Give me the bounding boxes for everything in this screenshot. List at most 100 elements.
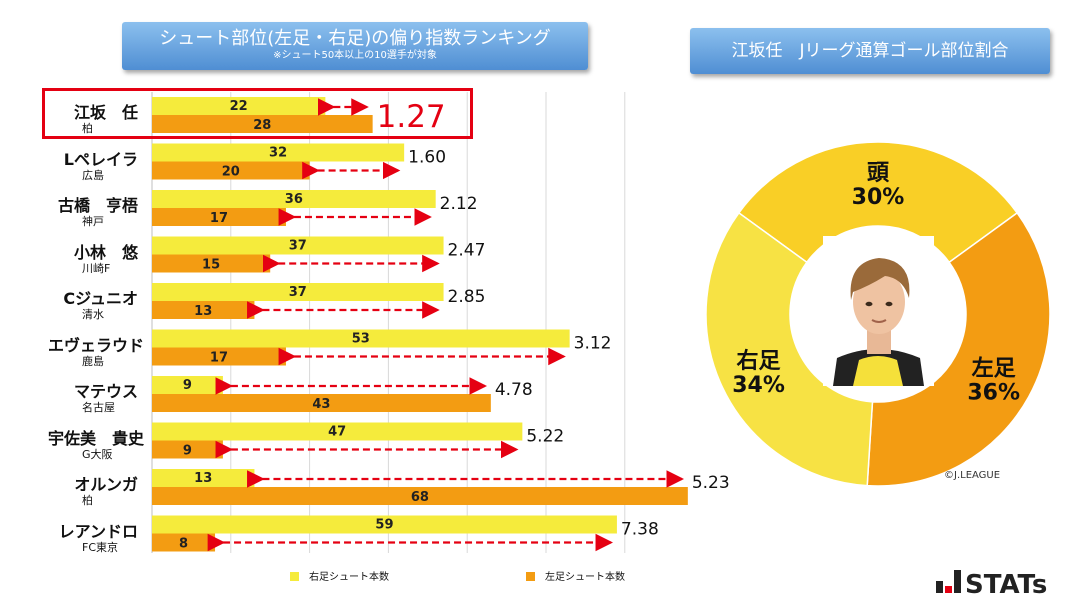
data-label-right-foot: 13 bbox=[194, 471, 212, 486]
bar-group: 37 13 2.85 bbox=[152, 283, 485, 319]
bar-right-foot bbox=[152, 469, 255, 487]
player-name: 江坂 任 bbox=[73, 103, 138, 122]
bar-right-foot bbox=[152, 422, 523, 441]
bias-index-label: 4.78 bbox=[495, 380, 533, 400]
legend-label-right-foot: 右足シュート本数 bbox=[309, 572, 389, 583]
data-label-left-foot: 9 bbox=[183, 444, 192, 459]
bias-index-label: 5.23 bbox=[692, 473, 730, 493]
bar-right-foot bbox=[152, 97, 326, 115]
highlight-box bbox=[42, 88, 473, 139]
donut-label: 左足 bbox=[972, 356, 1016, 382]
legend-item-left-foot: 左足シュート本数 bbox=[526, 568, 625, 583]
player-team: G大阪 bbox=[82, 447, 113, 461]
player-name: Lペレイラ bbox=[63, 149, 138, 169]
bar-left-foot bbox=[152, 487, 688, 505]
player-team: FC東京 bbox=[82, 540, 119, 554]
bar-left-foot bbox=[152, 301, 255, 319]
stats-logo: STATs bbox=[936, 566, 1076, 600]
legend-swatch-left-foot bbox=[526, 572, 535, 581]
player-name: レアンドロ bbox=[58, 521, 138, 541]
data-label-left-foot: 68 bbox=[411, 490, 429, 505]
bar-right-foot bbox=[152, 376, 223, 394]
data-label-right-foot: 9 bbox=[183, 378, 192, 393]
bar-group: 13 68 5.23 bbox=[152, 469, 730, 505]
player-team: 川崎F bbox=[82, 261, 111, 275]
data-label-right-foot: 47 bbox=[328, 425, 346, 440]
donut-percent: 36% bbox=[967, 381, 1020, 406]
bar-group: 22 28 1.27 bbox=[152, 97, 446, 135]
legend-swatch-right-foot bbox=[290, 572, 299, 581]
data-label-left-foot: 15 bbox=[202, 258, 220, 273]
bar-left-foot bbox=[152, 440, 223, 459]
data-label-right-foot: 53 bbox=[352, 332, 370, 347]
player-name: エヴェラウド bbox=[48, 335, 145, 355]
data-label-left-foot: 13 bbox=[194, 304, 212, 319]
player-name: Cジュニオ bbox=[63, 289, 138, 308]
data-label-right-foot: 37 bbox=[289, 239, 307, 254]
donut-title: 江坂任 Jリーグ通算ゴール部位割合 bbox=[731, 41, 1009, 61]
chart-title-banner: シュート部位(左足・右足)の偏り指数ランキング ※シュート50本以上の10選手が… bbox=[122, 22, 588, 70]
bar-left-foot bbox=[152, 161, 310, 180]
player-team: 清水 bbox=[82, 308, 104, 321]
bias-index-label: 1.27 bbox=[377, 99, 446, 135]
bar-group: 37 15 2.47 bbox=[152, 236, 486, 273]
bias-index-label: 3.12 bbox=[574, 334, 612, 354]
copyright-credit: ©J.LEAGUE bbox=[944, 470, 1001, 481]
donut-title-banner: 江坂任 Jリーグ通算ゴール部位割合 bbox=[690, 28, 1050, 74]
bias-index-label: 2.85 bbox=[448, 287, 486, 307]
data-label-left-foot: 20 bbox=[222, 165, 240, 180]
player-name: オルンガ bbox=[74, 475, 138, 494]
bias-index-label: 5.22 bbox=[526, 427, 564, 447]
bar-left-foot bbox=[152, 394, 491, 412]
bar-left-foot bbox=[152, 533, 216, 552]
chart-subtitle: ※シュート50本以上の10選手が対象 bbox=[273, 50, 437, 61]
donut-percent: 30% bbox=[852, 185, 905, 210]
player-team: 名古屋 bbox=[82, 401, 115, 414]
bar-left-foot bbox=[152, 208, 286, 226]
data-label-left-foot: 43 bbox=[312, 397, 330, 412]
data-label-right-foot: 22 bbox=[230, 99, 248, 114]
bias-index-label: 2.12 bbox=[440, 194, 478, 214]
player-team: 広島 bbox=[82, 168, 104, 182]
bar-right-foot bbox=[152, 236, 444, 255]
player-team: 柏 bbox=[82, 494, 93, 507]
data-label-left-foot: 17 bbox=[210, 351, 228, 366]
bar-right-foot bbox=[152, 283, 444, 301]
player-name: 古橋 亨梧 bbox=[57, 196, 138, 215]
bar-left-foot bbox=[152, 115, 373, 133]
bar-group: 32 20 1.60 bbox=[152, 143, 446, 180]
data-label-left-foot: 28 bbox=[253, 118, 271, 133]
player-team: 柏 bbox=[82, 122, 93, 135]
bar-right-foot bbox=[152, 190, 436, 208]
player-team: 神戸 bbox=[82, 215, 104, 228]
data-label-left-foot: 17 bbox=[210, 211, 228, 226]
player-name: 小林 悠 bbox=[73, 242, 138, 262]
bar-left-foot bbox=[152, 347, 286, 366]
player-photo bbox=[823, 236, 934, 386]
bar-chart: 22 28 1.27 32 20 1.60 36 17 2.12 37 15 2.47 37 13 2.85… bbox=[152, 97, 730, 552]
data-label-left-foot: 8 bbox=[179, 537, 188, 552]
data-label-right-foot: 32 bbox=[269, 146, 287, 161]
player-name: 宇佐美 貴史 bbox=[48, 428, 145, 448]
donut-label: 頭 bbox=[867, 161, 890, 186]
bar-group: 36 17 2.12 bbox=[152, 190, 478, 226]
bar-group: 59 8 7.38 bbox=[152, 515, 659, 552]
donut-label: 右足 bbox=[737, 349, 781, 374]
donut-percent: 34% bbox=[732, 373, 785, 398]
logo-text: STATs bbox=[965, 570, 1047, 600]
data-label-right-foot: 37 bbox=[289, 285, 307, 300]
bias-index-label: 1.60 bbox=[408, 148, 446, 168]
data-label-right-foot: 59 bbox=[375, 518, 393, 533]
bar-group: 47 9 5.22 bbox=[152, 422, 564, 459]
bar-left-foot bbox=[152, 254, 271, 273]
legend-item-right-foot: 右足シュート本数 bbox=[290, 568, 389, 583]
bar-right-foot bbox=[152, 143, 405, 162]
bar-group: 53 17 3.12 bbox=[152, 329, 612, 366]
player-name: マテウス bbox=[73, 382, 138, 401]
data-label-right-foot: 36 bbox=[285, 192, 303, 207]
bias-index-label: 2.47 bbox=[448, 241, 486, 261]
bias-index-label: 7.38 bbox=[621, 520, 659, 540]
bar-group: 9 43 4.78 bbox=[152, 376, 533, 412]
player-team: 鹿島 bbox=[82, 354, 104, 368]
bar-right-foot bbox=[152, 515, 617, 534]
